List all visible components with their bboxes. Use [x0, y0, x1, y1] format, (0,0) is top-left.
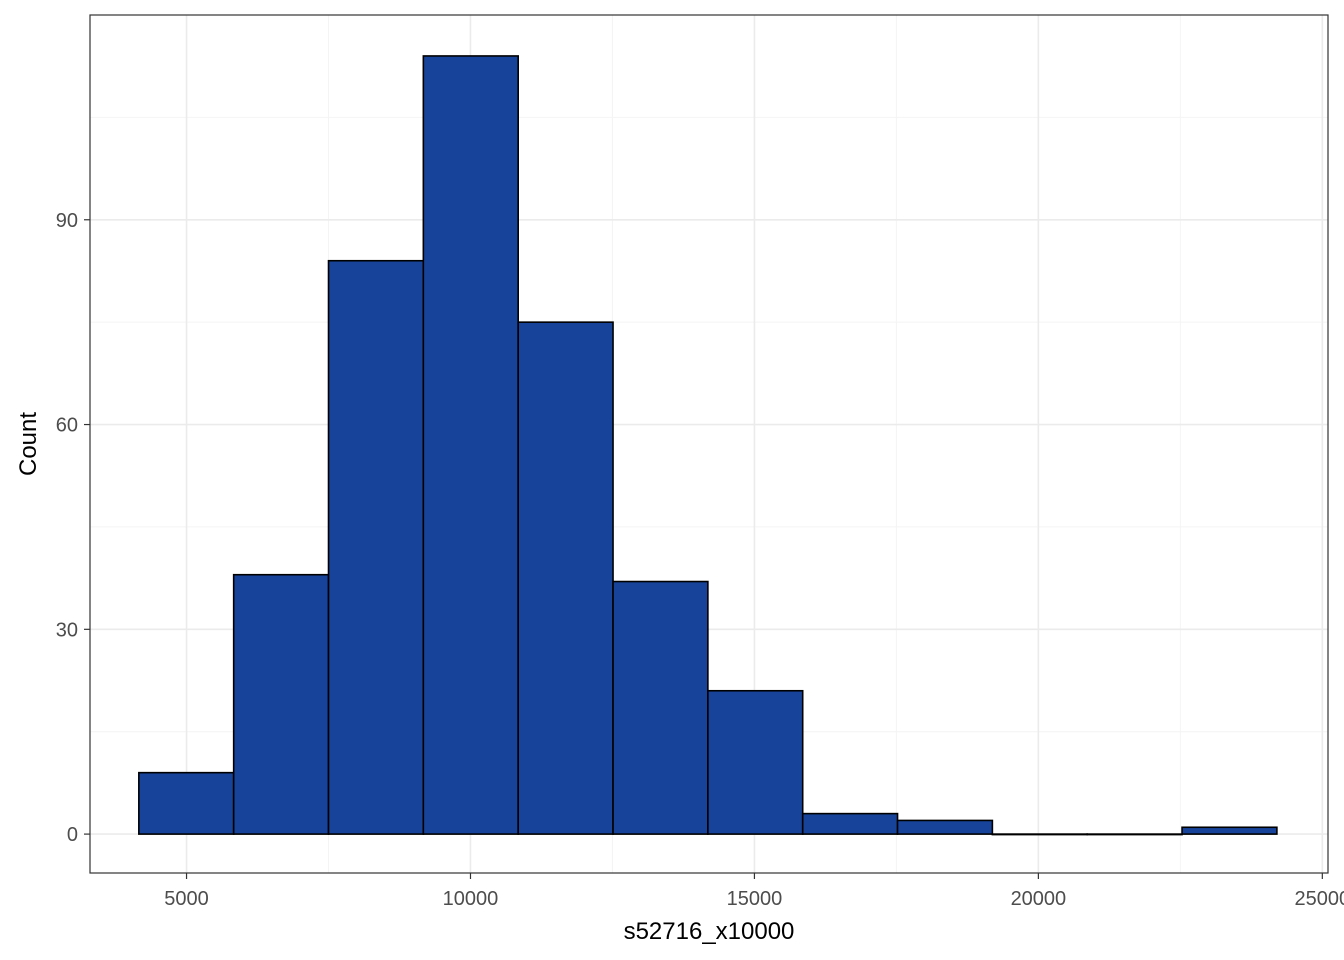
x-tick-label: 15000 — [727, 888, 783, 910]
x-axis-title: s52716_x10000 — [624, 918, 795, 945]
histogram-bar-10 — [991, 833, 1089, 836]
histogram-bar-3 — [327, 259, 425, 835]
histogram-bar-2 — [232, 573, 330, 835]
x-tick-label: 10000 — [443, 888, 499, 910]
y-tick-label: 30 — [56, 619, 78, 641]
y-axis-title: Count — [15, 412, 42, 476]
histogram-bar-7 — [707, 689, 804, 835]
histogram-bar-11 — [1086, 833, 1183, 836]
y-tick-label: 60 — [56, 415, 78, 437]
bars — [138, 55, 1278, 836]
histogram-bar-12 — [1181, 826, 1278, 835]
histogram-bar-6 — [612, 580, 709, 835]
y-tick-label: 90 — [56, 210, 78, 232]
x-tick-label: 20000 — [1011, 888, 1067, 910]
histogram-bar-8 — [801, 812, 899, 835]
histogram-bar-4 — [422, 55, 519, 835]
histogram-bar-5 — [517, 321, 614, 835]
histogram-bar-9 — [896, 819, 994, 835]
x-tick-label: 5000 — [164, 888, 209, 910]
y-tick-label: 0 — [67, 824, 78, 846]
panel-border — [89, 14, 1329, 874]
histogram-bar-1 — [138, 771, 235, 835]
y-axis-ticks: 0 30 60 90 — [56, 210, 90, 846]
